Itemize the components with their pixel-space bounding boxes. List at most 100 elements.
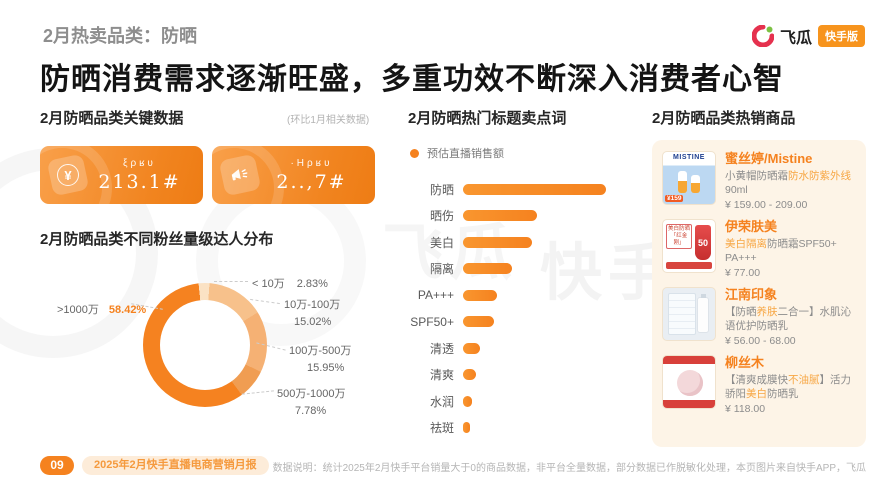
product-description: 美白隔离防晒霜SPF50+ PA+++ — [725, 237, 856, 265]
chart-legend: 预估直播销售额 — [410, 145, 504, 161]
bar-row: 清透 — [408, 335, 653, 362]
bar-label: SPF50+ — [410, 314, 454, 329]
bar-row: 隔离 — [408, 256, 653, 283]
product-brand: 蜜丝婷/Mistine — [725, 151, 813, 166]
bar-row: 美白 — [408, 229, 653, 256]
product-description-segment: 】活力骄阳 — [725, 374, 851, 400]
donut-label-value: 15.95% — [307, 362, 345, 374]
donut-label-value: 7.78% — [295, 405, 327, 417]
legend-label: 预估直播销售额 — [427, 148, 504, 160]
donut-label: 500万-1000万 7.78% — [277, 385, 346, 417]
bar-row: SPF50+ — [408, 309, 653, 336]
donut-label-value: 58.42% — [108, 304, 147, 316]
donut-label: < 10万 2.83% — [252, 275, 328, 291]
bar-row: 防晒 — [408, 176, 653, 203]
bar-row: 祛斑 — [408, 415, 653, 442]
product-description: 小黄帽防晒霜防水防紫外线 90ml — [725, 169, 856, 197]
stat-card-sales: ¥ ξρʁʋ 213.1# — [40, 146, 203, 204]
thumb-price-tag: ¥159 — [665, 195, 684, 202]
bar — [463, 422, 471, 434]
brand-name: 飞瓜 — [779, 30, 812, 47]
bar-chart: 防晒 晒伤 美白隔离 PA+++ SPF50+ 清透清爽水润祛斑 — [408, 176, 653, 441]
product-thumbnail: 美白防晒「红金刚」 50 — [662, 219, 716, 273]
donut-label: >1000万 58.42% — [57, 301, 146, 317]
bar — [463, 369, 476, 381]
donut-label-category: < 10万 — [252, 278, 285, 290]
product-card: 柳丝木 【清爽成膜快不油腻】活力骄阳美白防晒乳 ¥ 118.00 — [662, 355, 856, 415]
product-description-segment: 90ml — [725, 184, 748, 196]
stat-value: 213.1# — [98, 170, 181, 193]
bar — [463, 316, 495, 328]
product-description-segment: 不油腻 — [788, 374, 820, 386]
stat-card-broadcast: ·Ηρʁʋ 2..,7# — [212, 146, 375, 204]
product-price: ¥ 159.00 - 209.00 — [725, 199, 808, 211]
bar — [463, 289, 498, 301]
stat-value: 2..,7# — [276, 170, 347, 193]
donut-chart — [143, 283, 267, 407]
footer-data-note: 数据说明：统计2025年2月快手平台销量大于0的商品数据，非平台全量数据，部分数… — [272, 463, 866, 474]
brand-logo: 飞瓜 快手版 — [751, 24, 865, 48]
donut-label-value: 15.02% — [294, 316, 332, 328]
product-card: 美白防晒「红金刚」 50 伊荣肤美美白隔离防晒霜SPF50+ PA+++ ¥ 77… — [662, 219, 856, 279]
product-description-segment: 美白 — [746, 388, 767, 400]
product-price: ¥ 77.00 — [725, 267, 761, 279]
bar — [463, 395, 472, 407]
bar-label: 清透 — [429, 341, 454, 356]
melon-icon — [751, 25, 774, 47]
bar — [463, 342, 481, 354]
legend-dot-icon — [410, 148, 419, 158]
leader-line — [250, 298, 280, 305]
leader-line — [242, 390, 274, 395]
thumb-brand-text: MISTINE — [673, 154, 705, 161]
product-description-segment: 防晒霜SPF50+ PA+++ — [725, 238, 837, 264]
product-description-segment: 防晒乳 — [767, 388, 799, 400]
donut-label-category: 10万-100万 — [284, 299, 341, 311]
bar-label: PA+++ — [417, 288, 454, 303]
product-description-segment: 【清爽成膜快 — [725, 374, 788, 386]
product-brand: 伊荣肤美 — [725, 219, 778, 234]
bar — [463, 236, 532, 248]
bar-row: 水润 — [408, 388, 653, 415]
key-data-note: (环比1月相关数据) — [287, 115, 370, 126]
key-data-title: 2月防晒品类关键数据 — [40, 110, 184, 127]
donut-label-category: 500万-1000万 — [277, 388, 346, 400]
product-card: 江南印象【防晒养肤二合一】水肌沁语优护防晒乳 ¥ 56.00 - 68.00 — [662, 287, 856, 347]
stat-label: ξρʁʋ — [122, 157, 157, 169]
thumb-tube: 50 — [695, 225, 711, 260]
product-description: 【防晒养肤二合一】水肌沁语优护防晒乳 — [725, 305, 856, 333]
brand-badge: 快手版 — [818, 25, 865, 47]
donut-label: 10万-100万 15.02% — [284, 296, 340, 328]
donut-label-category: 100万-500万 — [289, 345, 352, 357]
bar-label: 清爽 — [429, 368, 454, 383]
hot-products-title: 2月防晒品类热销商品 — [652, 110, 796, 127]
product-description-segment: 养肤 — [756, 306, 778, 318]
bar-label: 祛斑 — [429, 421, 454, 436]
bar-label: 隔离 — [429, 262, 454, 277]
product-description: 【清爽成膜快不油腻】活力骄阳美白防晒乳 — [725, 373, 856, 401]
footer-page-badge: 09 — [40, 456, 74, 475]
product-description-segment: 小黄帽防晒霜 — [725, 170, 788, 182]
product-description-segment: 【防晒 — [725, 306, 757, 318]
page-title: 防晒消费需求逐渐旺盛，多重功效不断深入消费者心智 — [40, 63, 784, 96]
product-brand: 柳丝木 — [725, 355, 765, 370]
product-description-segment: 美白隔离 — [725, 238, 767, 250]
donut-label-value: 2.83% — [296, 278, 328, 290]
donut-hole — [160, 300, 250, 390]
product-description-segment: 防水防紫外线 — [788, 170, 851, 182]
bar — [463, 210, 538, 222]
thumb-label-text: 美白防晒「红金刚」 — [666, 224, 692, 249]
keywords-chart-title: 2月防晒热门标题卖点词 — [408, 110, 567, 127]
leader-line — [214, 281, 248, 282]
product-card: MISTINE ¥159 蜜丝婷/Mistine 小黄帽防晒霜防水防紫外线 90ml ¥… — [662, 151, 856, 211]
product-price: ¥ 56.00 - 68.00 — [725, 335, 796, 347]
product-brand: 江南印象 — [725, 287, 778, 302]
products-panel: MISTINE ¥159 蜜丝婷/Mistine 小黄帽防晒霜防水防紫外线 90ml ¥… — [652, 140, 866, 447]
product-price: ¥ 118.00 — [725, 403, 766, 415]
header-kicker: 2月热卖品类：防晒 — [43, 26, 198, 46]
bar-row: PA+++ — [408, 282, 653, 309]
bar-row: 晒伤 — [408, 203, 653, 230]
donut-label: 100万-500万 15.95% — [289, 342, 351, 374]
stat-label: ·Ηρʁʋ — [290, 157, 333, 169]
bar-row: 清爽 — [408, 362, 653, 389]
